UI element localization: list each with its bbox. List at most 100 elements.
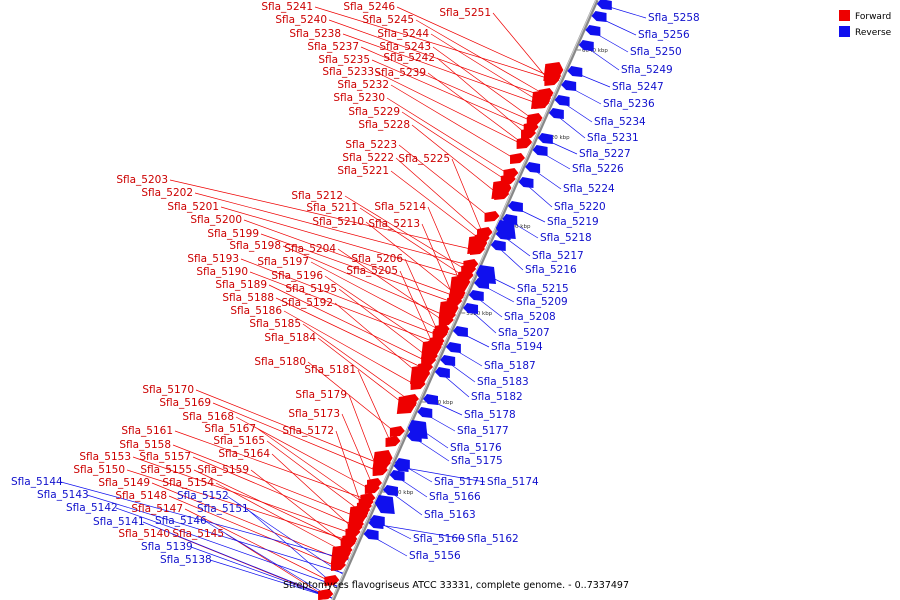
- gene-label-reverse: Sfla_5220: [554, 201, 606, 213]
- gene-label-forward: Sfla_5205: [346, 265, 398, 277]
- leader-line-forward: [436, 57, 527, 135]
- reverse-gene-arrow: [537, 133, 553, 144]
- scale-tick-label: 5960 kbp: [427, 400, 453, 406]
- gene-labels: Sfla_5251 Sfla_5246 Sfla_5241 Sfla_5245 Sfla…: [11, 1, 700, 566]
- forward-gene-block: [491, 180, 512, 199]
- gene-label-forward: Sfla_5168: [182, 411, 234, 423]
- leader-line-forward: [215, 482, 343, 552]
- gene-label-reverse: Sfla_5218: [540, 232, 592, 244]
- gene-label-forward: Sfla_5213: [368, 218, 420, 230]
- forward-gene-block: [531, 90, 551, 109]
- gene-label-reverse: Sfla_5152: [177, 490, 229, 502]
- gene-label-reverse: Sfla_5143: [37, 489, 89, 501]
- forward-gene-block: [396, 395, 417, 414]
- gene-label-reverse: Sfla_5207: [498, 327, 550, 339]
- gene-label-forward: Sfla_5185: [249, 318, 301, 330]
- legend: Forward Reverse: [839, 10, 892, 38]
- reverse-gene-arrow: [490, 240, 506, 251]
- gene-label-forward: Sfla_5238: [289, 28, 341, 40]
- reverse-gene-arrow: [591, 11, 607, 22]
- reverse-gene-arrow: [561, 80, 577, 91]
- gene-label-forward: Sfla_5190: [196, 266, 248, 278]
- reverse-gene-arrow: [369, 515, 385, 526]
- leader-line-forward: [395, 157, 483, 235]
- gene-label-reverse: Sfla_5216: [525, 264, 577, 276]
- leader-line-forward: [266, 440, 361, 512]
- leader-line-forward: [260, 233, 453, 303]
- gene-label-forward: Sfla_5233: [322, 66, 374, 78]
- leader-lines: [60, 4, 647, 599]
- gene-label-reverse: Sfla_5234: [594, 116, 646, 128]
- leader-line-forward: [195, 389, 381, 465]
- gene-label-forward: Sfla_5155: [140, 464, 192, 476]
- leader-line-forward: [421, 223, 455, 299]
- gene-label-forward: Sfla_5211: [306, 202, 358, 214]
- forward-gene-block: [410, 365, 430, 384]
- reverse-gene-block: [407, 420, 428, 439]
- gene-label-forward: Sfla_5164: [218, 448, 270, 460]
- gene-label-reverse: Sfla_5182: [471, 391, 523, 403]
- leader-line-forward: [174, 430, 366, 500]
- gene-label-forward: Sfla_5210: [312, 216, 364, 228]
- gene-label-reverse: Sfla_5178: [464, 409, 516, 421]
- leader-line-forward: [257, 428, 364, 504]
- forward-gene-arrow: [434, 324, 450, 335]
- gene-label-reverse: Sfla_5142: [66, 502, 118, 514]
- gene-label-reverse: Sfla_5183: [477, 376, 529, 388]
- gene-label-forward: Sfla_5159: [197, 464, 249, 476]
- gene-label-forward: Sfla_5145: [172, 528, 224, 540]
- leader-line-forward: [168, 495, 337, 567]
- leader-line-forward: [328, 19, 543, 97]
- gene-label-reverse: Sfla_5247: [612, 81, 664, 93]
- forward-gene-arrow: [523, 122, 539, 133]
- gene-label-forward: Sfla_5192: [281, 297, 333, 309]
- reverse-gene-arrow: [394, 458, 410, 469]
- leader-line-forward: [324, 275, 433, 349]
- gene-label-forward: Sfla_5157: [139, 451, 191, 463]
- leader-line-reverse: [86, 494, 343, 574]
- gene-label-forward: Sfla_5244: [377, 28, 429, 40]
- gene-label-reverse: Sfla_5163: [424, 509, 476, 521]
- gene-label-reverse: Sfla_5171: [434, 476, 486, 488]
- leader-line-forward: [192, 456, 355, 526]
- reverse-gene-arrow: [525, 162, 541, 173]
- gene-label-reverse: Sfla_5209: [516, 296, 568, 308]
- leader-line-forward: [492, 12, 550, 82]
- gene-label-reverse: Sfla_5217: [532, 250, 584, 262]
- leader-line-forward: [302, 323, 410, 401]
- legend-swatch: [839, 10, 850, 21]
- forward-gene-arrow: [318, 589, 334, 600]
- leader-line-forward: [341, 413, 373, 485]
- leader-line-forward: [342, 33, 540, 105]
- gene-label-forward: Sfla_5149: [98, 477, 150, 489]
- gene-label-reverse: Sfla_5151: [197, 503, 249, 515]
- gene-label-reverse: Sfla_5177: [457, 425, 509, 437]
- gene-label-forward: Sfla_5189: [215, 279, 267, 291]
- scale-tick-label: 6040 kbp: [582, 48, 608, 54]
- gene-label-forward: Sfla_5181: [304, 364, 356, 376]
- leader-line-forward: [360, 46, 532, 122]
- scale-tick-label: 5980 kbp: [466, 311, 492, 317]
- gene-label-forward: Sfla_5179: [295, 389, 347, 401]
- gene-label-reverse: Sfla_5258: [648, 12, 700, 24]
- gene-label-reverse: Sfla_5166: [429, 491, 481, 503]
- gene-label-reverse: Sfla_5176: [450, 442, 502, 454]
- reverse-gene-arrow: [452, 326, 468, 337]
- gene-label-reverse: Sfla_5224: [563, 183, 615, 195]
- gene-label-forward: Sfla_5222: [342, 152, 394, 164]
- gene-label-forward: Sfla_5150: [73, 464, 125, 476]
- reverse-gene-arrow: [567, 66, 583, 77]
- leader-line-forward: [430, 33, 541, 103]
- forward-gene-arrow: [389, 426, 405, 437]
- reverse-gene-arrow: [507, 201, 523, 212]
- leader-line-forward: [371, 59, 529, 129]
- leader-line-reverse: [142, 521, 333, 599]
- gene-label-forward: Sfla_5241: [261, 1, 313, 13]
- leader-line-forward: [359, 207, 464, 277]
- reverse-gene-arrow: [434, 367, 450, 378]
- gene-label-reverse: Sfla_5215: [517, 283, 569, 295]
- gene-label-forward: Sfla_5184: [264, 332, 316, 344]
- gene-label-forward: Sfla_5167: [204, 423, 256, 435]
- gene-label-reverse: Sfla_5141: [93, 516, 145, 528]
